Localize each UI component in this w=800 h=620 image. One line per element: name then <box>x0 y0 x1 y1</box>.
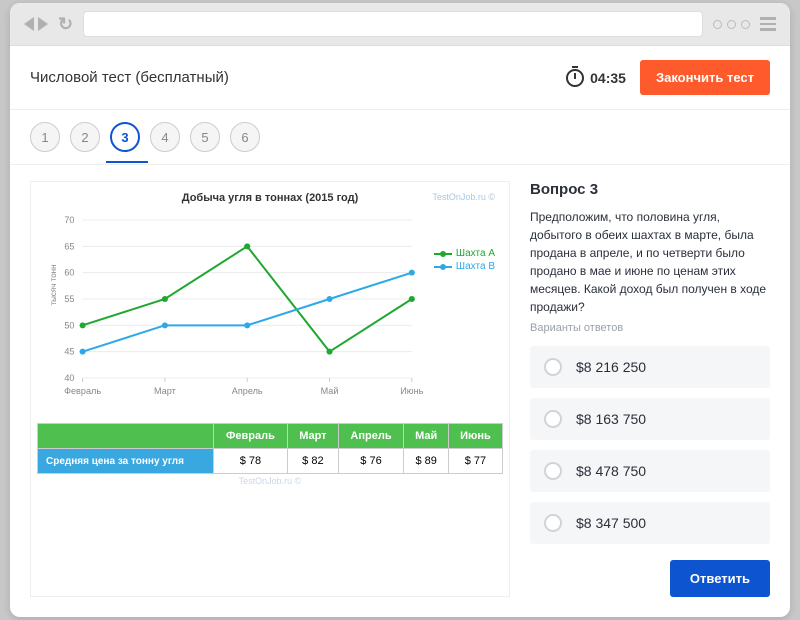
page-button-6[interactable]: 6 <box>230 122 260 152</box>
option-text: $8 347 500 <box>576 515 646 531</box>
watermark: TestOnJob.ru © <box>432 192 495 202</box>
svg-text:70: 70 <box>64 215 74 225</box>
table-cell: $ 77 <box>448 449 502 474</box>
table-header: Апрель <box>338 424 404 449</box>
svg-text:45: 45 <box>64 347 74 357</box>
radio-icon <box>544 514 562 532</box>
finish-test-button[interactable]: Закончить тест <box>640 60 770 95</box>
answer-button[interactable]: Ответить <box>670 560 770 597</box>
page-button-2[interactable]: 2 <box>70 122 100 152</box>
timer-icon <box>566 69 584 87</box>
line-chart: 40 45 50 55 60 65 70 Февраль Март Апрель Май Июнь <box>37 208 503 408</box>
svg-text:Февраль: Февраль <box>64 386 101 396</box>
svg-text:65: 65 <box>64 241 74 251</box>
svg-text:Май: Май <box>321 386 339 396</box>
svg-text:Апрель: Апрель <box>232 386 263 396</box>
svg-text:Март: Март <box>154 386 176 396</box>
question-subtitle: Варианты ответов <box>530 322 770 334</box>
price-table: ФевральМартАпрельМайИюнь Средняя цена за … <box>37 423 503 474</box>
legend: Шахта A Шахта B <box>434 248 495 274</box>
test-header: Числовой тест (бесплатный) 04:35 Закончи… <box>10 46 790 110</box>
chart-panel: Добыча угля в тоннах (2015 год) TestOnJo… <box>30 181 510 597</box>
nav-forward-icon[interactable] <box>38 17 48 31</box>
url-bar[interactable] <box>83 11 703 37</box>
question-title: Вопрос 3 <box>530 181 770 198</box>
radio-icon <box>544 358 562 376</box>
radio-icon <box>544 462 562 480</box>
timer: 04:35 <box>566 69 626 87</box>
table-cell: $ 89 <box>404 449 448 474</box>
table-row-label: Средняя цена за тонну угля <box>38 449 214 474</box>
nav-arrows <box>24 17 48 31</box>
answer-option-1[interactable]: $8 216 250 <box>530 346 770 388</box>
menu-icon[interactable] <box>760 17 776 31</box>
y-axis-label: тысяч тонн <box>49 264 58 305</box>
page-button-5[interactable]: 5 <box>190 122 220 152</box>
table-cell: $ 82 <box>288 449 338 474</box>
watermark-bottom: TestOnJob.ru © <box>37 476 503 486</box>
window-dot[interactable] <box>713 20 722 29</box>
question-panel: Вопрос 3 Предположим, что половина угля,… <box>530 181 770 597</box>
option-text: $8 216 250 <box>576 359 646 375</box>
answer-option-2[interactable]: $8 163 750 <box>530 398 770 440</box>
question-text: Предположим, что половина угля, добытого… <box>530 208 770 316</box>
table-header <box>38 424 214 449</box>
reload-icon[interactable]: ↻ <box>58 14 73 35</box>
chart-wrap: Добыча угля в тоннах (2015 год) TestOnJo… <box>37 188 503 413</box>
window-dot[interactable] <box>741 20 750 29</box>
nav-back-icon[interactable] <box>24 17 34 31</box>
radio-icon <box>544 410 562 428</box>
content: Добыча угля в тоннах (2015 год) TestOnJo… <box>10 165 790 617</box>
timer-text: 04:35 <box>590 70 626 86</box>
table-cell: $ 76 <box>338 449 404 474</box>
svg-text:60: 60 <box>64 268 74 278</box>
page-button-1[interactable]: 1 <box>30 122 60 152</box>
legend-item: Шахта B <box>434 261 495 272</box>
svg-text:Июнь: Июнь <box>400 386 423 396</box>
table-header: Июнь <box>448 424 502 449</box>
page-button-3[interactable]: 3 <box>110 122 140 152</box>
browser-frame: ↻ Числовой тест (бесплатный) 04:35 Закон… <box>10 3 790 617</box>
svg-text:40: 40 <box>64 373 74 383</box>
answer-option-4[interactable]: $8 347 500 <box>530 502 770 544</box>
svg-text:55: 55 <box>64 294 74 304</box>
pagination: 123456 <box>10 110 790 165</box>
window-dots <box>713 20 750 29</box>
legend-item: Шахта A <box>434 248 495 259</box>
page-button-4[interactable]: 4 <box>150 122 180 152</box>
svg-text:50: 50 <box>64 320 74 330</box>
table-header: Май <box>404 424 448 449</box>
table-header: Февраль <box>213 424 288 449</box>
window-dot[interactable] <box>727 20 736 29</box>
option-text: $8 478 750 <box>576 463 646 479</box>
table-header: Март <box>288 424 338 449</box>
option-text: $8 163 750 <box>576 411 646 427</box>
test-title: Числовой тест (бесплатный) <box>30 69 566 86</box>
table-cell: $ 78 <box>213 449 288 474</box>
browser-toolbar: ↻ <box>10 3 790 46</box>
answer-option-3[interactable]: $8 478 750 <box>530 450 770 492</box>
